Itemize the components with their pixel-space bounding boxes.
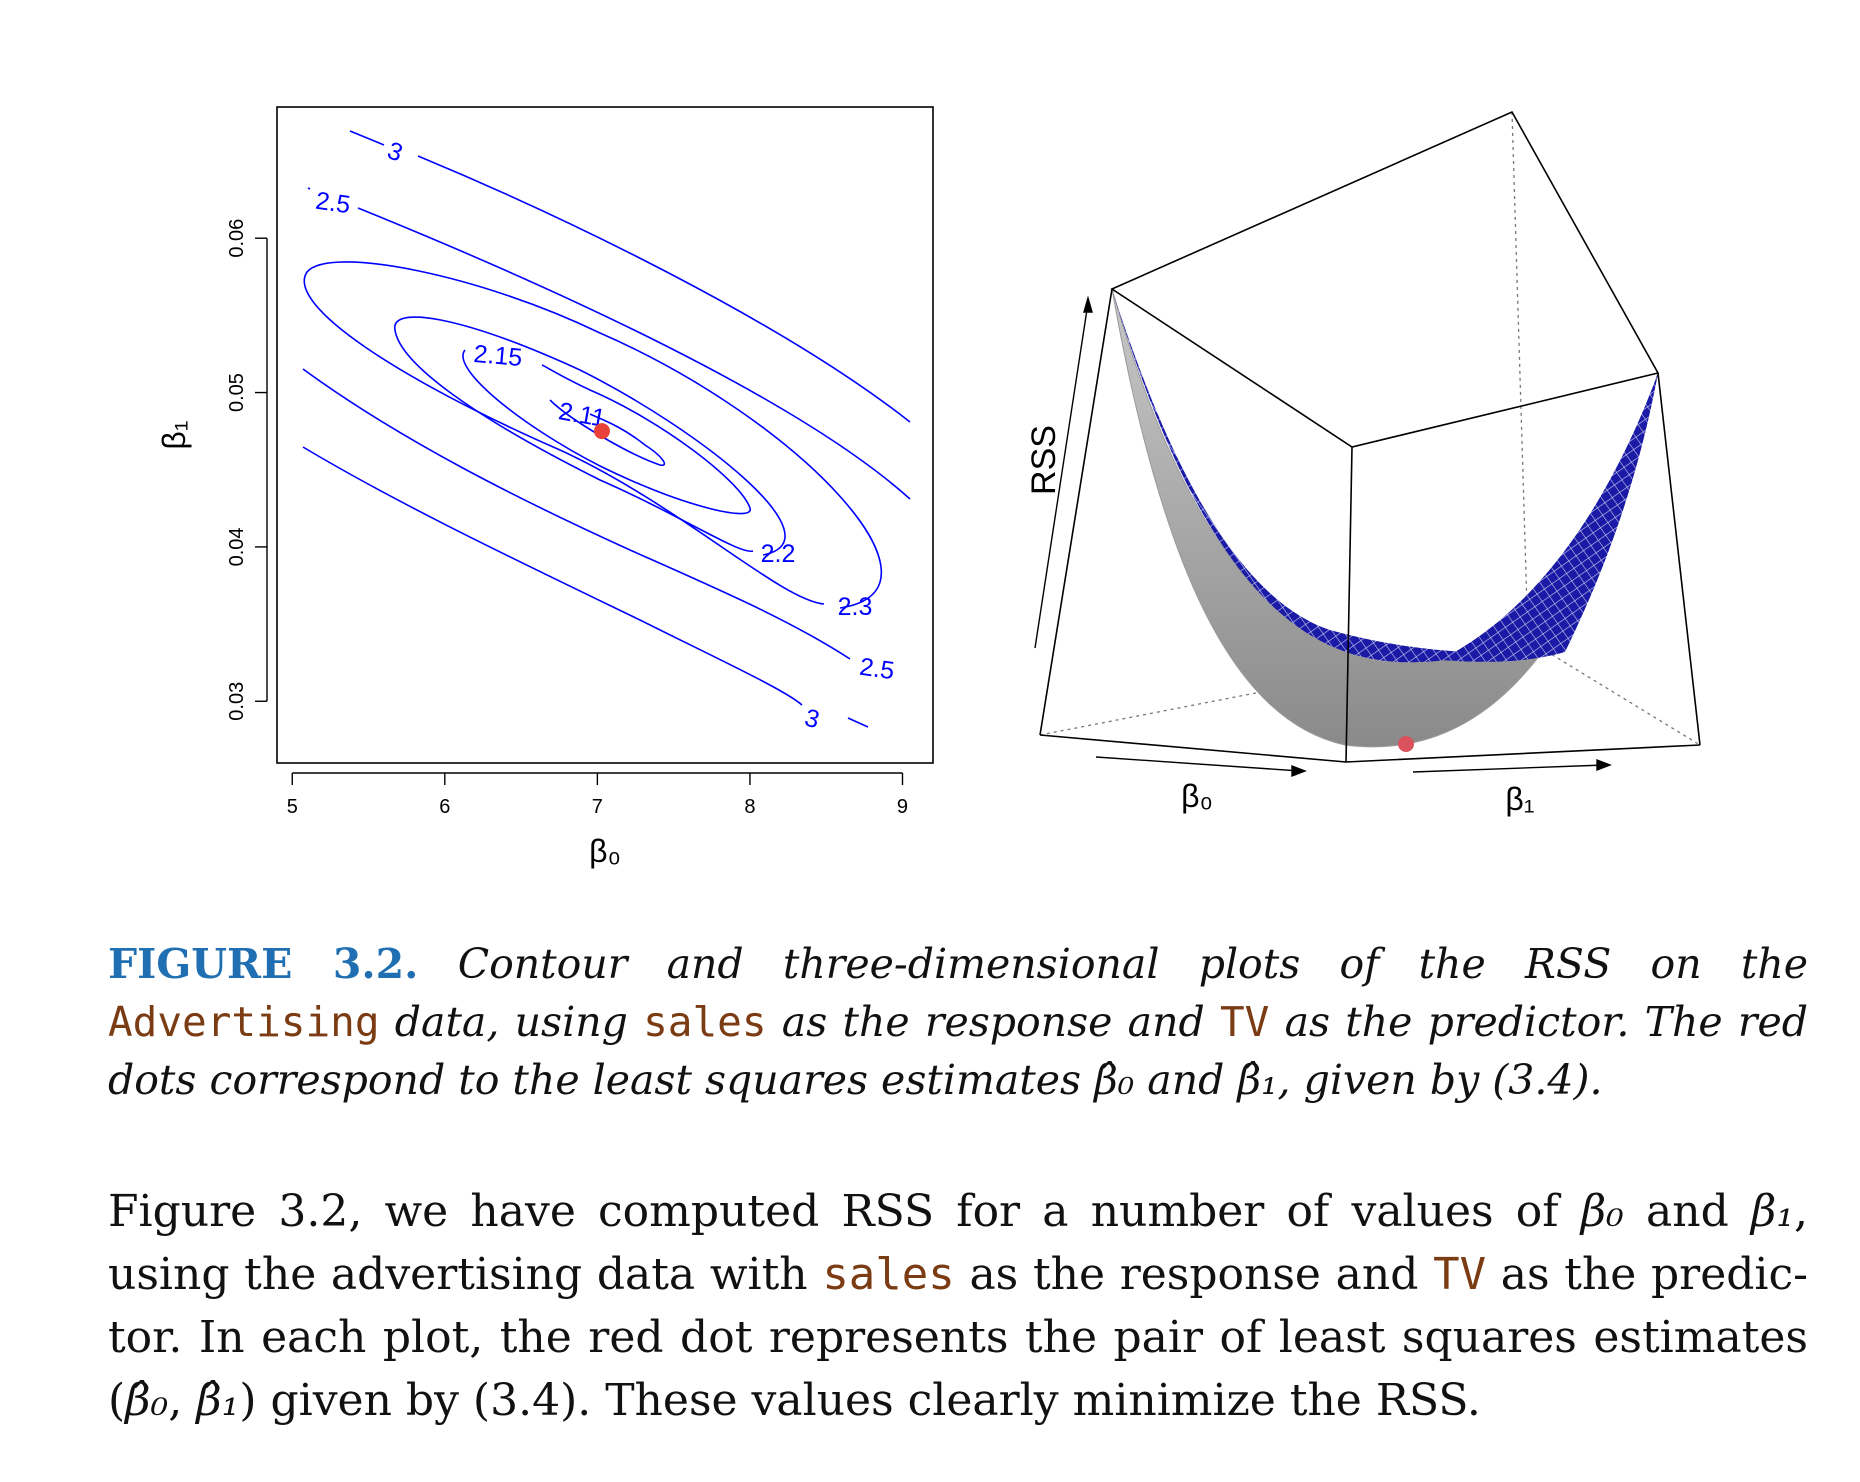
code-tv: TV bbox=[1219, 998, 1270, 1046]
code-sales: sales bbox=[643, 998, 767, 1046]
least-squares-point-3d bbox=[1398, 736, 1414, 752]
b0-arrowhead bbox=[1291, 764, 1307, 778]
caption-text: Contour and three-dimensional plots of t… bbox=[418, 940, 1808, 988]
contour-label: 2.3 bbox=[838, 593, 873, 621]
contour-line-3-upper bbox=[349, 130, 911, 423]
body-text: as the predic­tor. In each plot, the red… bbox=[108, 1249, 1809, 1426]
body-text: , bbox=[168, 1375, 197, 1426]
y-axis: 0.03 0.04 0.05 0.06 bbox=[226, 219, 268, 721]
contour-line-2-2 bbox=[394, 316, 786, 556]
x-tick-label: 5 bbox=[287, 796, 298, 818]
contour-plot-frame bbox=[276, 106, 934, 764]
contour-label: 2.15 bbox=[473, 340, 524, 372]
contour-lines bbox=[302, 130, 911, 728]
body-text: Figure 3.2, we have computed RSS for a n… bbox=[108, 1186, 1581, 1237]
math-beta1-hat: β̂₁ bbox=[1237, 1056, 1278, 1104]
math-beta0: β₀ bbox=[1580, 1186, 1624, 1237]
figure-label: FIGURE 3.2. bbox=[108, 940, 419, 988]
b1-arrowhead bbox=[1596, 758, 1612, 772]
y-tick-label: 0.04 bbox=[226, 527, 248, 566]
b0-axis-arrow bbox=[1095, 756, 1301, 772]
x-axis: 5 6 7 8 9 bbox=[287, 772, 908, 818]
rss-axis-arrow bbox=[1034, 302, 1089, 649]
contour-plot: 5 6 7 8 9 0.03 0.04 0.05 0.06 β₀ β₁ 3 2.5 2.15 … bbox=[156, 106, 934, 869]
math-beta0-hat: β̂₀ bbox=[125, 1375, 169, 1426]
y-tick-label: 0.06 bbox=[226, 219, 248, 258]
y-axis-label: β₁ bbox=[156, 420, 192, 449]
body-text: as the response and bbox=[954, 1249, 1434, 1300]
contour-line-2-5-upper bbox=[307, 187, 911, 500]
contour-line-3-lower bbox=[302, 446, 869, 728]
contour-line-2-15 bbox=[462, 349, 751, 515]
contour-line-2-3 bbox=[303, 261, 883, 609]
caption-text: as the response and bbox=[766, 998, 1220, 1046]
y-tick-label: 0.03 bbox=[226, 682, 248, 721]
figure-3-2: 5 6 7 8 9 0.03 0.04 0.05 0.06 β₀ β₁ 3 2.5 2.15 … bbox=[156, 106, 1701, 869]
caption-text: and bbox=[1134, 1056, 1238, 1104]
y-tick-label: 0.05 bbox=[226, 373, 248, 412]
contour-line-2-11 bbox=[549, 399, 666, 466]
caption-text: , given by (3.4). bbox=[1277, 1056, 1603, 1104]
code-sales: sales bbox=[822, 1249, 955, 1300]
rss-arrowhead bbox=[1083, 295, 1093, 313]
x-tick-label: 8 bbox=[744, 796, 755, 818]
x-tick-label: 7 bbox=[592, 796, 603, 818]
surface-mesh-right bbox=[1440, 373, 1658, 662]
body-text: ) given by (3.4). These values clearly m… bbox=[239, 1375, 1481, 1426]
math-beta0-hat: β̂₀ bbox=[1094, 1056, 1135, 1104]
contour-label: 3 bbox=[802, 704, 823, 735]
figure-caption: FIGURE 3.2. Contour and three-dimensiona… bbox=[108, 935, 1808, 1109]
body-text: and bbox=[1623, 1186, 1751, 1237]
b1-axis-arrow bbox=[1412, 764, 1606, 773]
body-paragraph: Figure 3.2, we have computed RSS for a n… bbox=[108, 1180, 1808, 1432]
b1-axis-label: β₁ bbox=[1505, 781, 1534, 817]
math-beta1: β₁ bbox=[1750, 1186, 1794, 1237]
contour-label: 2.5 bbox=[314, 187, 352, 220]
code-advertising: Advertising bbox=[108, 998, 380, 1046]
rss-axis-label: RSS bbox=[1025, 425, 1063, 495]
x-tick-label: 6 bbox=[439, 796, 450, 818]
contour-line-2-5-lower bbox=[302, 368, 851, 660]
x-axis-label: β₀ bbox=[589, 833, 621, 869]
math-beta1-hat: β̂₁ bbox=[196, 1375, 240, 1426]
b0-axis-label: β₀ bbox=[1181, 778, 1213, 814]
body-text: , using the advertising data with bbox=[108, 1186, 1808, 1300]
contour-label: 2.5 bbox=[858, 653, 896, 686]
contour-label: 3 bbox=[384, 136, 407, 167]
code-tv: TV bbox=[1433, 1249, 1487, 1300]
least-squares-point bbox=[593, 423, 610, 440]
contour-labels: 3 2.5 2.15 2.11 2.2 2.3 2.5 3 bbox=[314, 136, 896, 734]
caption-text: data, using bbox=[379, 998, 644, 1046]
x-tick-label: 9 bbox=[897, 796, 908, 818]
axis-arrows bbox=[1034, 295, 1612, 778]
box-edges bbox=[1039, 110, 1701, 763]
figure-svg: 5 6 7 8 9 0.03 0.04 0.05 0.06 β₀ β₁ 3 2.5 2.15 … bbox=[156, 106, 1701, 869]
surface-3d-plot: RSS β₀ β₁ bbox=[1025, 110, 1701, 817]
surface-underside bbox=[1111, 288, 1659, 748]
caption-text: as the predictor. The red dots correspon… bbox=[108, 998, 1808, 1104]
contour-label: 2.2 bbox=[761, 540, 796, 568]
